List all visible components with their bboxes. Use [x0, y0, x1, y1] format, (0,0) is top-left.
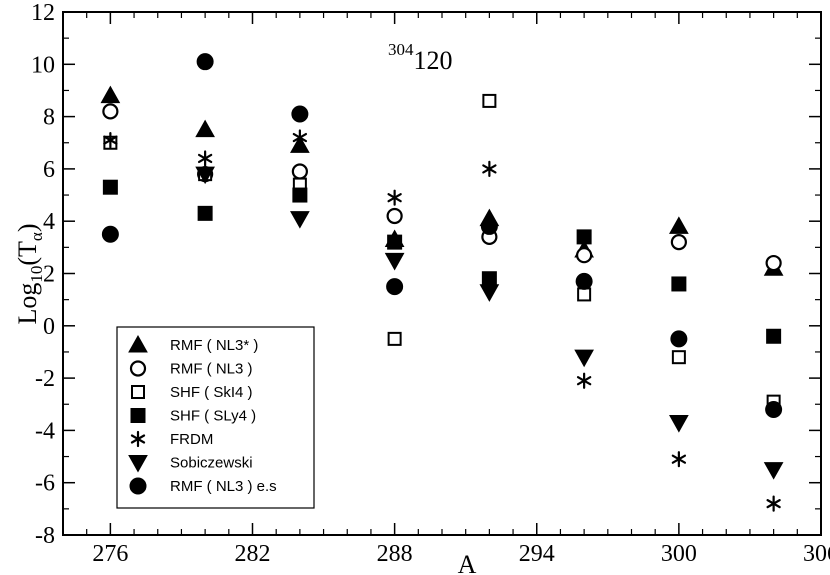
legend-marker — [128, 455, 148, 473]
legend-marker — [129, 360, 147, 377]
x-tick-label: 294 — [519, 541, 555, 567]
x-tick-labels: 276 282 288 294 300 306 — [92, 541, 830, 567]
data-point — [100, 85, 121, 104]
y-axis-title-close: ) — [13, 223, 42, 232]
data-point — [766, 328, 782, 344]
y-tick-label: 10 — [31, 52, 55, 78]
y-tick-label: -4 — [35, 418, 55, 444]
data-point — [577, 287, 592, 302]
series-7 — [101, 53, 783, 418]
y-tick-label: 8 — [43, 105, 55, 131]
y-tick-label: 4 — [43, 209, 55, 235]
data-point — [763, 462, 784, 480]
data-point — [669, 216, 689, 234]
legend-marker — [128, 334, 148, 353]
data-point — [482, 160, 497, 177]
data-marks — [100, 53, 784, 512]
data-point — [765, 254, 782, 272]
x-tick-label: 300 — [661, 541, 697, 567]
legend-label: FRDM — [170, 431, 213, 448]
data-point — [482, 93, 497, 108]
data-point — [766, 495, 781, 512]
data-point — [671, 350, 686, 365]
legend-label: RMF ( NL3 ) — [170, 361, 253, 378]
legend-label: SHF ( SLy4 ) — [170, 408, 256, 425]
y-axis-title: Log10(Tα) — [13, 223, 46, 324]
series-4 — [102, 179, 782, 344]
x-tick-label: 276 — [92, 541, 128, 567]
legend: RMF ( NL3* ) RMF ( NL3 ) SHF ( SkI4 ) SHF (… — [116, 326, 315, 509]
data-point — [384, 252, 405, 271]
data-point — [479, 284, 500, 302]
data-point — [576, 229, 592, 245]
data-point — [387, 189, 402, 206]
data-point — [574, 349, 594, 368]
y-tick-label: -6 — [35, 471, 55, 497]
legend-label: RMF ( NL3 ) e.s — [170, 478, 277, 495]
data-point — [292, 187, 308, 203]
plot-frame — [62, 11, 822, 536]
data-point — [290, 211, 310, 229]
y-tick-label: 6 — [43, 157, 55, 183]
data-point — [197, 150, 213, 167]
data-point — [386, 207, 403, 225]
data-point — [670, 234, 687, 251]
y-axis-title-open: (T — [13, 241, 42, 266]
y-tick-label: 0 — [43, 314, 55, 340]
data-point — [103, 132, 118, 149]
x-tick-label: 282 — [235, 541, 271, 567]
data-point — [101, 225, 119, 243]
y-tick-label: 2 — [43, 262, 55, 288]
legend-marker — [130, 408, 146, 423]
data-point — [575, 272, 593, 290]
data-point — [291, 163, 308, 180]
y-axis-title-base: Log — [13, 283, 42, 325]
x-axis-title: A — [458, 550, 477, 575]
y-axis-title-alpha: α — [27, 232, 46, 241]
y-axis-title-subscript: 10 — [27, 266, 46, 283]
legend-box — [116, 326, 315, 509]
nucleus-annotation: 304120 — [388, 40, 453, 75]
legend-label: RMF ( NL3* ) — [170, 337, 258, 354]
data-point — [102, 179, 118, 195]
data-point — [387, 234, 403, 250]
data-point — [576, 247, 593, 264]
data-point — [576, 372, 592, 389]
nucleus-mass-number: 304 — [388, 40, 414, 59]
y-tick-label: -2 — [35, 366, 55, 392]
series-2 — [102, 103, 782, 272]
data-point — [195, 119, 215, 138]
nucleus-element-number: 120 — [414, 46, 453, 75]
data-point — [195, 166, 215, 185]
data-point — [481, 271, 497, 287]
data-point — [387, 331, 402, 346]
data-point — [292, 129, 308, 146]
data-point — [196, 53, 214, 71]
data-point — [671, 276, 687, 292]
data-point — [480, 217, 498, 235]
data-point — [386, 278, 404, 296]
legend-marker — [129, 477, 147, 495]
y-tick-label: 12 — [31, 0, 55, 26]
x-tick-label: 306 — [803, 541, 830, 567]
legend-label: Sobiczewski — [170, 455, 253, 472]
data-point — [197, 205, 213, 221]
data-point — [670, 330, 688, 348]
data-point — [671, 451, 687, 468]
y-tick-label: -8 — [35, 523, 55, 549]
series-5 — [103, 129, 781, 512]
x-tick-label: 288 — [377, 541, 413, 567]
legend-items: RMF ( NL3* ) RMF ( NL3 ) SHF ( SkI4 ) SHF (… — [128, 334, 277, 495]
legend-marker — [130, 430, 146, 448]
data-point — [765, 400, 783, 418]
data-point — [102, 103, 119, 120]
legend-label: SHF ( SkI4 ) — [170, 384, 253, 401]
series-6 — [195, 166, 784, 480]
data-point — [291, 105, 309, 123]
legend-marker — [131, 385, 145, 399]
data-point — [669, 415, 689, 433]
y-tick-labels: -8 -6 -4 -2 0 2 4 6 8 10 12 — [31, 0, 55, 549]
